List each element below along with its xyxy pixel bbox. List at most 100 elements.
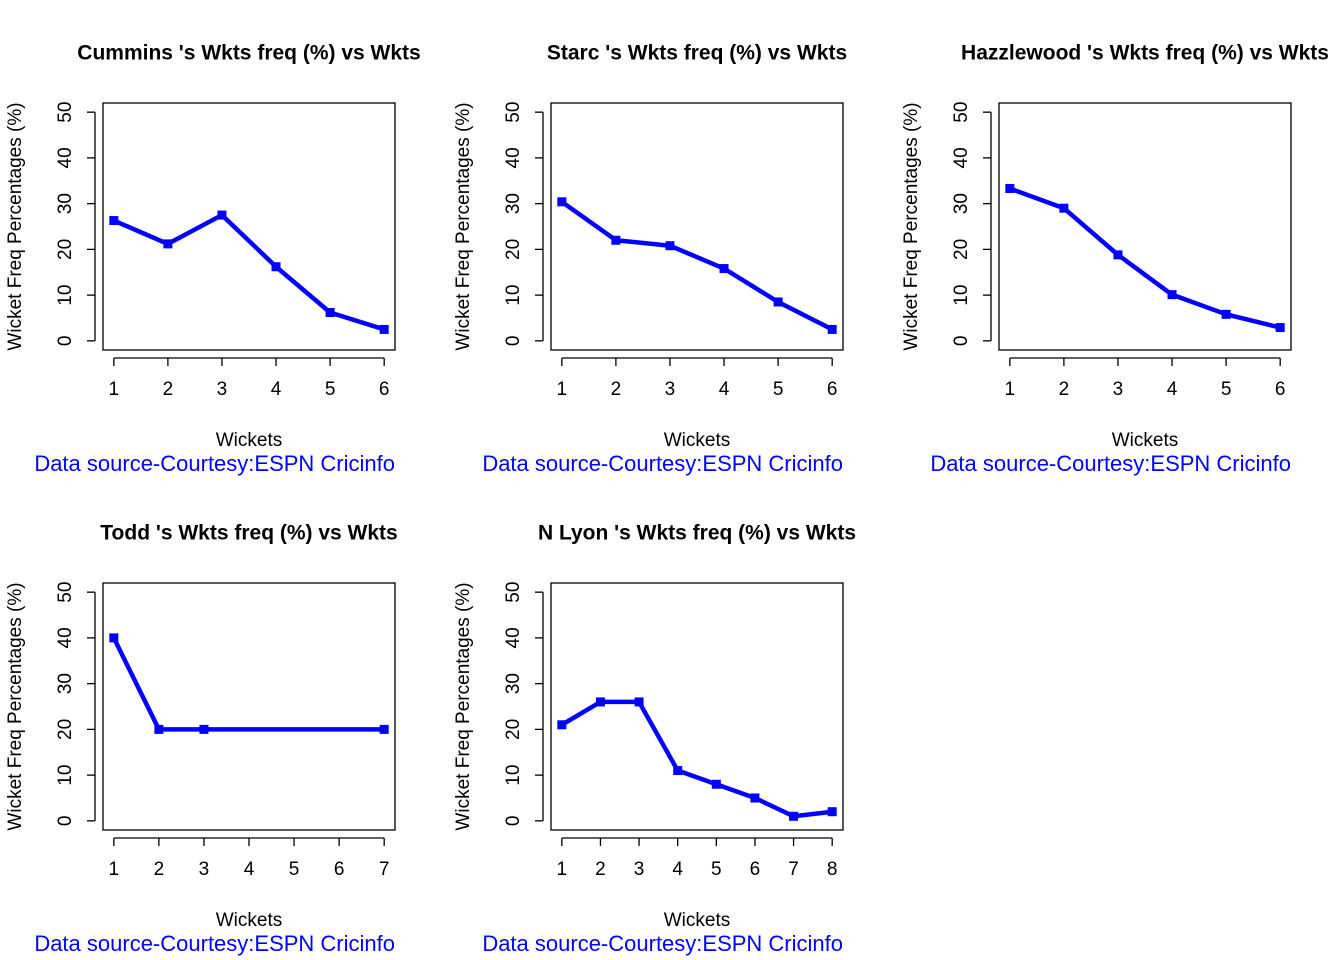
data-point xyxy=(557,197,567,207)
x-tick-label: 6 xyxy=(379,379,390,400)
x-tick-label: 3 xyxy=(634,859,645,880)
chart-title: Hazzlewood 's Wkts freq (%) vs Wkts xyxy=(961,42,1329,65)
x-tick-label: 2 xyxy=(595,859,606,880)
data-point xyxy=(673,766,683,776)
x-tick-label: 4 xyxy=(672,859,683,880)
x-tick-label: 3 xyxy=(217,379,228,400)
y-axis-label: Wicket Freq Percentages (%) xyxy=(453,102,474,350)
y-tick-label: 20 xyxy=(55,239,76,260)
x-tick-label: 1 xyxy=(557,379,568,400)
data-point xyxy=(827,324,837,334)
y-tick-label: 0 xyxy=(503,336,524,347)
y-tick-label: 30 xyxy=(503,673,524,694)
data-point xyxy=(163,239,173,249)
x-axis-label: Wickets xyxy=(1112,430,1179,451)
y-tick-label: 30 xyxy=(55,673,76,694)
caption: Data source-Courtesy:ESPN Cricinfo xyxy=(482,931,843,956)
data-point xyxy=(1221,309,1231,319)
data-point xyxy=(711,779,721,789)
y-tick-label: 30 xyxy=(951,193,972,214)
data-point xyxy=(1005,184,1015,194)
x-tick-label: 5 xyxy=(325,379,336,400)
x-tick-label: 2 xyxy=(1059,379,1070,400)
data-point xyxy=(611,235,621,245)
y-tick-label: 30 xyxy=(55,193,76,214)
x-tick-label: 1 xyxy=(557,859,568,880)
data-point xyxy=(634,697,644,707)
plot-frame xyxy=(102,582,396,831)
y-tick-label: 10 xyxy=(55,765,76,786)
y-tick-label: 40 xyxy=(951,147,972,168)
y-tick-label: 40 xyxy=(55,147,76,168)
chart-title: N Lyon 's Wkts freq (%) vs Wkts xyxy=(538,522,856,545)
y-axis-label: Wicket Freq Percentages (%) xyxy=(5,102,26,350)
x-tick-label: 5 xyxy=(711,859,722,880)
plot-frame xyxy=(550,582,844,831)
panel: N Lyon 's Wkts freq (%) vs Wkts 0 10 20 30 40… xyxy=(453,522,856,956)
y-tick-label: 50 xyxy=(503,102,524,123)
y-tick-label: 10 xyxy=(503,765,524,786)
data-point xyxy=(109,216,119,226)
data-point xyxy=(595,697,605,707)
y-tick-label: 50 xyxy=(55,102,76,123)
x-axis-label: Wickets xyxy=(216,430,283,451)
data-point xyxy=(154,724,164,734)
chart-title: Starc 's Wkts freq (%) vs Wkts xyxy=(547,42,847,65)
data-line xyxy=(1009,186,1281,330)
x-axis-label: Wickets xyxy=(664,910,731,931)
x-tick-label: 5 xyxy=(289,859,300,880)
x-tick-label: 5 xyxy=(773,379,784,400)
x-axis-label: Wickets xyxy=(216,910,283,931)
data-line xyxy=(560,199,834,332)
data-point xyxy=(217,210,227,220)
data-point xyxy=(665,241,675,251)
x-tick-label: 8 xyxy=(827,859,838,880)
y-tick-label: 20 xyxy=(503,719,524,740)
plot-frame xyxy=(998,102,1292,351)
y-tick-label: 10 xyxy=(55,285,76,306)
x-tick-label: 3 xyxy=(665,379,676,400)
panel: Hazzlewood 's Wkts freq (%) vs Wkts 0 10 20… xyxy=(901,42,1329,476)
y-tick-label: 50 xyxy=(503,582,524,603)
plot-frame xyxy=(550,102,844,351)
y-tick-label: 0 xyxy=(55,336,76,347)
y-tick-label: 40 xyxy=(55,627,76,648)
data-point xyxy=(1113,250,1123,260)
y-tick-label: 50 xyxy=(55,582,76,603)
x-tick-label: 2 xyxy=(163,379,174,400)
x-tick-label: 3 xyxy=(199,859,210,880)
chart-title: Cummins 's Wkts freq (%) vs Wkts xyxy=(77,42,420,65)
x-tick-label: 6 xyxy=(827,379,838,400)
y-axis-label: Wicket Freq Percentages (%) xyxy=(453,582,474,830)
x-tick-label: 2 xyxy=(154,859,165,880)
x-tick-label: 2 xyxy=(611,379,622,400)
x-tick-label: 6 xyxy=(334,859,345,880)
data-point xyxy=(325,307,335,317)
y-tick-label: 20 xyxy=(951,239,972,260)
chart-title: Todd 's Wkts freq (%) vs Wkts xyxy=(100,522,397,545)
panel: Todd 's Wkts freq (%) vs Wkts 0 10 20 30 40 50… xyxy=(5,522,398,956)
panel: Cummins 's Wkts freq (%) vs Wkts 0 10 20 30 4… xyxy=(5,42,421,476)
y-tick-label: 40 xyxy=(503,147,524,168)
y-tick-label: 0 xyxy=(55,816,76,827)
x-tick-label: 1 xyxy=(109,859,120,880)
data-point xyxy=(379,724,389,734)
plot-frame xyxy=(102,102,396,351)
data-point xyxy=(199,724,209,734)
data-point xyxy=(827,807,837,817)
data-point xyxy=(750,793,760,803)
x-tick-label: 5 xyxy=(1221,379,1232,400)
y-tick-label: 50 xyxy=(951,102,972,123)
data-line xyxy=(112,212,385,332)
x-tick-label: 4 xyxy=(1167,379,1178,400)
caption: Data source-Courtesy:ESPN Cricinfo xyxy=(34,451,395,476)
y-tick-label: 10 xyxy=(503,285,524,306)
x-tick-label: 1 xyxy=(1005,379,1016,400)
panel: Starc 's Wkts freq (%) vs Wkts 0 10 20 30 40 5… xyxy=(453,42,847,476)
y-axis-label: Wicket Freq Percentages (%) xyxy=(901,102,922,350)
data-line xyxy=(111,636,385,732)
data-point xyxy=(789,811,799,821)
data-point xyxy=(1059,203,1069,213)
y-tick-label: 20 xyxy=(503,239,524,260)
y-tick-label: 30 xyxy=(503,193,524,214)
